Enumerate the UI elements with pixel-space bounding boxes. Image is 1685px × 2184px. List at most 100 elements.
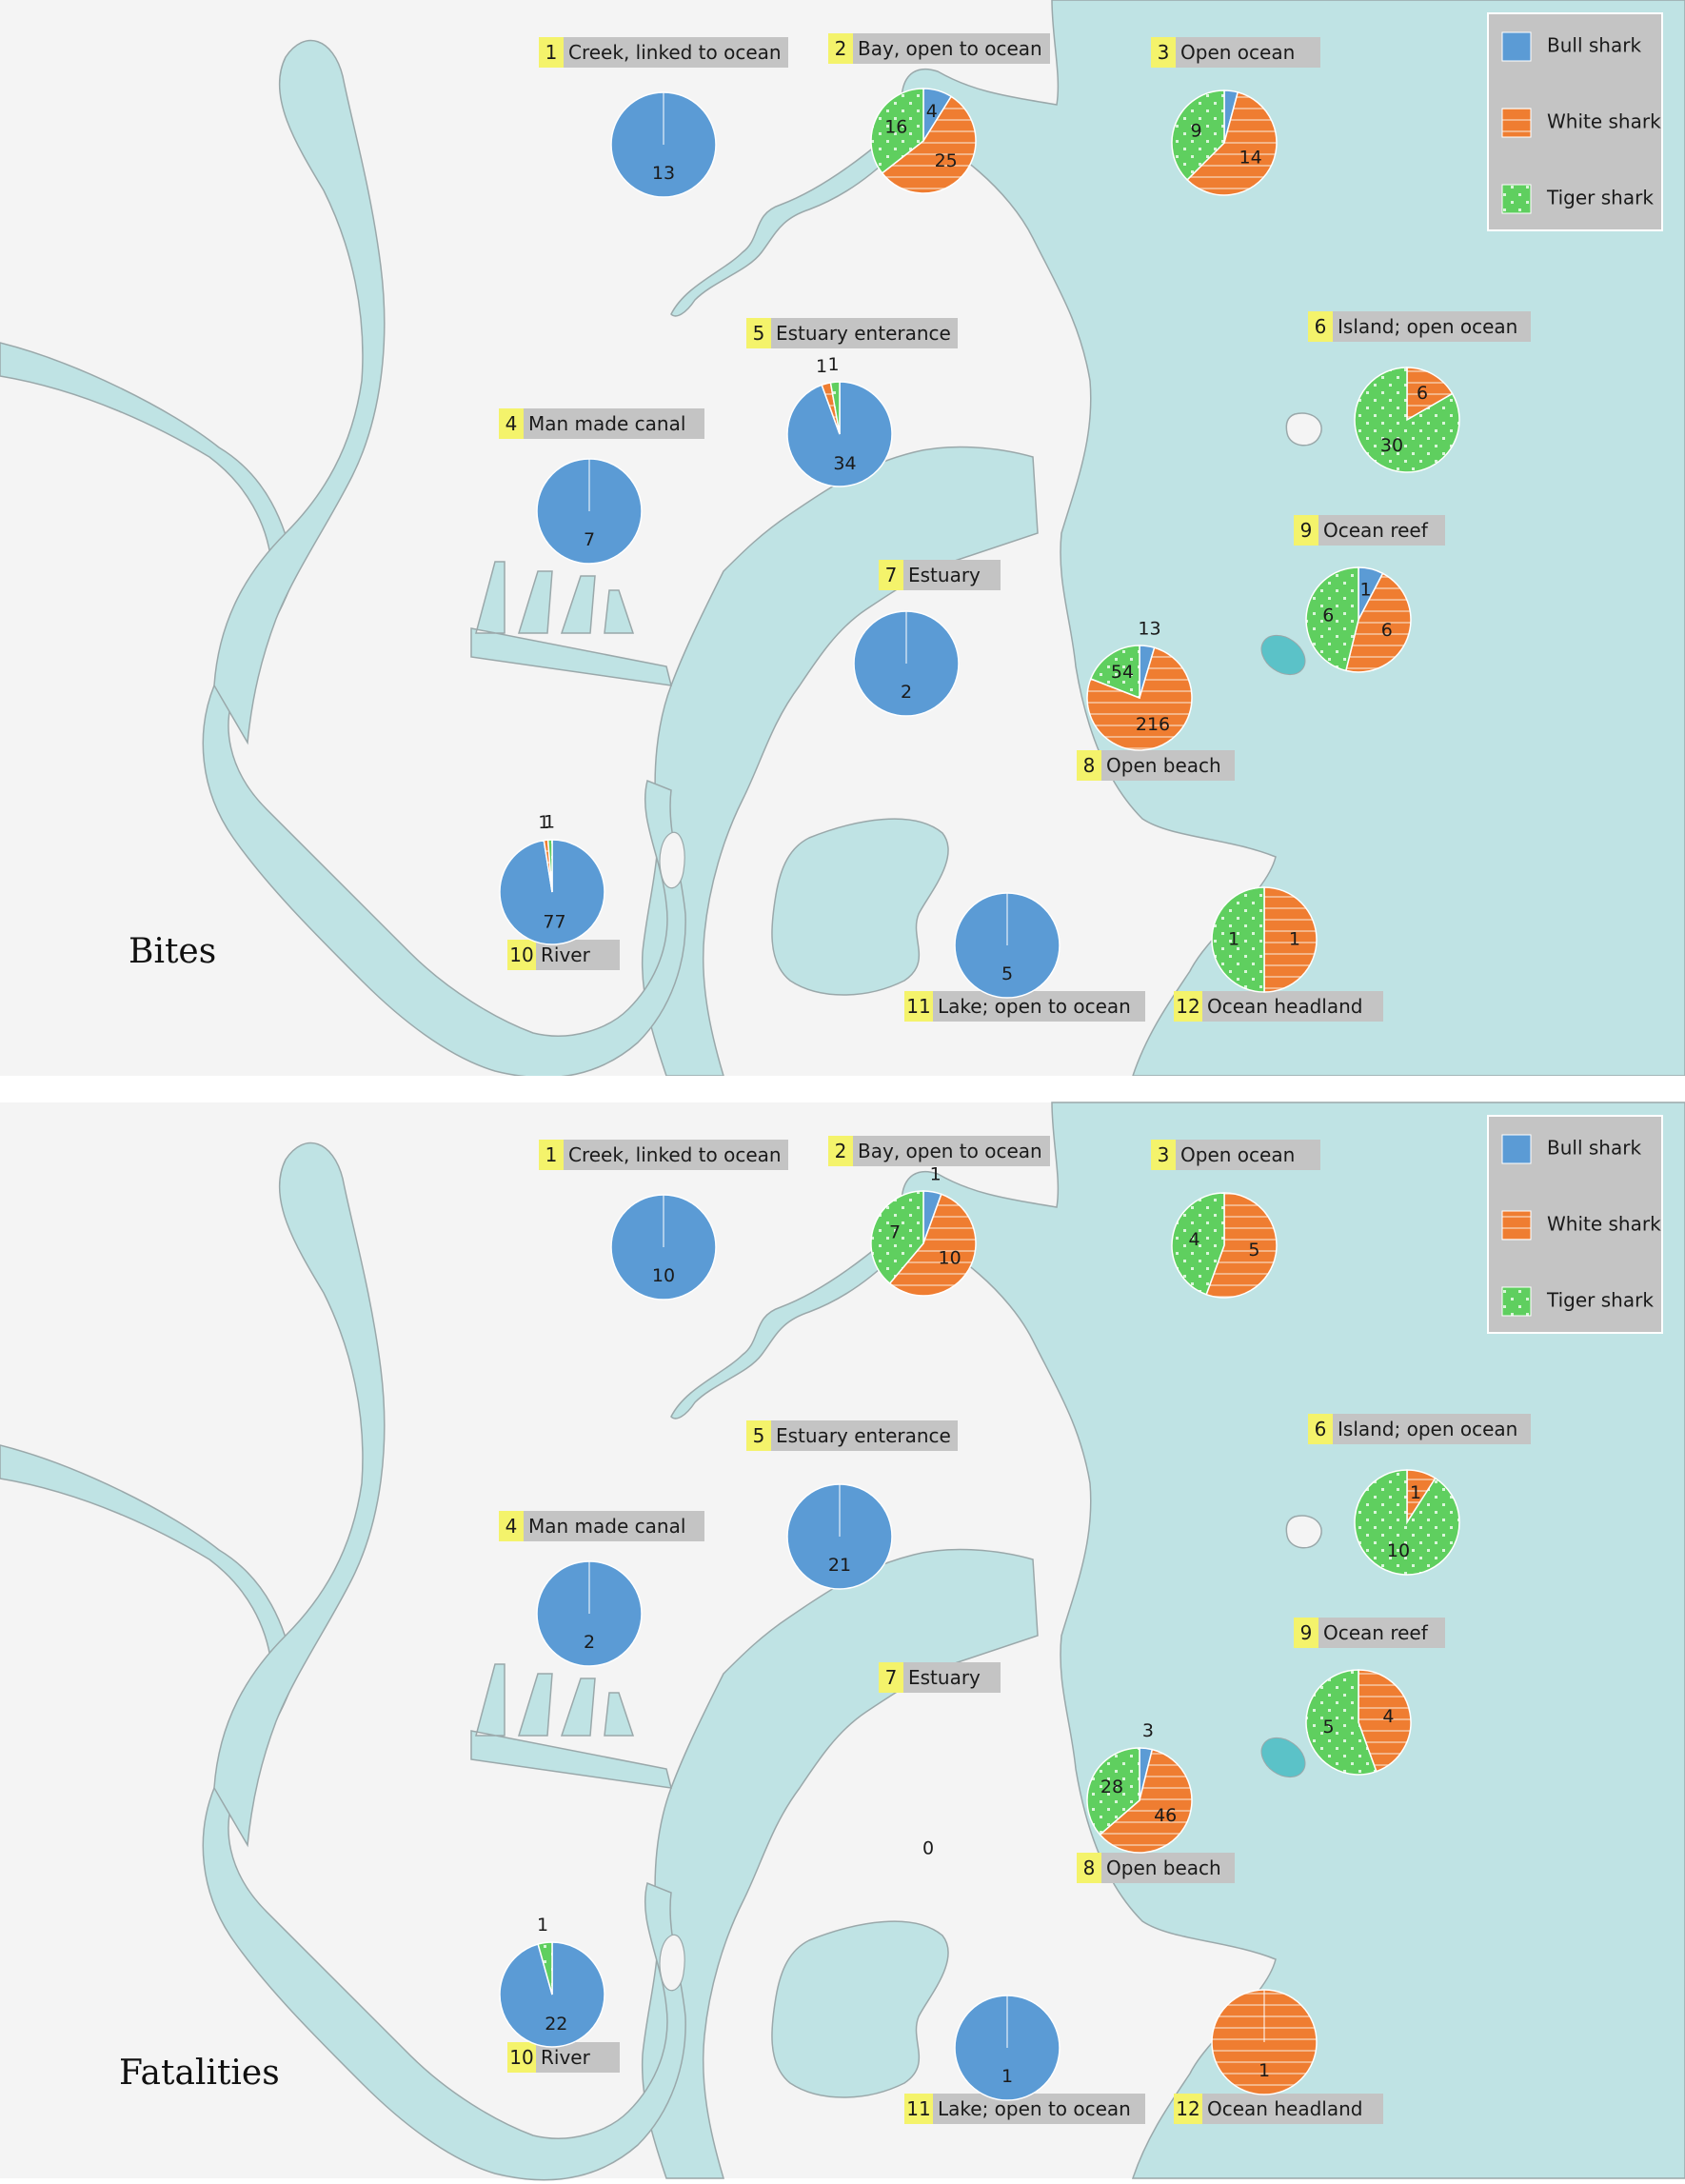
location-name-box	[1101, 750, 1235, 781]
pie-slice-tiger	[1354, 367, 1460, 473]
location-name: Ocean headland	[1207, 995, 1362, 1018]
location-label-2: 2 Bay, open to ocean	[828, 1136, 1050, 1166]
pie-2: 1 10 7	[870, 1164, 977, 1297]
pie-slice-white	[1263, 886, 1318, 993]
fatalities-panel: Fatalities Bull shark White shark Tiger sha…	[119, 1115, 1663, 2124]
pie-4: 7	[536, 458, 643, 565]
pie-value-label-bull: 5	[1001, 963, 1013, 984]
pie-slice-white	[1186, 90, 1278, 196]
pie-slice-white	[1099, 1748, 1193, 1854]
pie-slice-tiger	[537, 1941, 553, 1995]
pie-value-label-bull: 22	[545, 2014, 567, 2035]
location-number: 6	[1315, 315, 1327, 338]
pie-value-label-white: 46	[1154, 1805, 1177, 1826]
pie-value-label-tiger: 1	[1228, 929, 1239, 950]
location-name: Ocean headland	[1207, 2097, 1362, 2120]
pie-3: 14 9	[1171, 89, 1278, 196]
pie-value-label-tiger: 1	[544, 812, 555, 833]
pie-value-label-white: 6	[1417, 383, 1428, 404]
panel-title: Bites	[129, 932, 216, 971]
legend-swatch-tiger	[1501, 1286, 1532, 1317]
location-name: Bay, open to ocean	[858, 1140, 1042, 1162]
location-name: Estuary enterance	[776, 322, 951, 345]
location-label-4: 4 Man made canal	[499, 408, 704, 439]
location-name-box	[853, 33, 1050, 64]
pie-10: 22 1	[499, 1915, 605, 2048]
location-name: Ocean reef	[1323, 519, 1429, 542]
pie-8: 13 216 54	[1086, 618, 1193, 751]
pie-slice-tiger	[1086, 1747, 1140, 1837]
pie-value-label-bull: 3	[1142, 1720, 1154, 1741]
pie-slice-tiger	[829, 381, 841, 435]
legend-label-white: White shark	[1547, 110, 1661, 133]
pie-value-label-tiger: 1	[537, 1915, 548, 1936]
location-name: Open beach	[1106, 754, 1221, 777]
location-number-box	[507, 2042, 536, 2073]
pie-value-label-white: 5	[1248, 1240, 1259, 1261]
location-label-7: 7 Estuary	[879, 1662, 1001, 1693]
location-number-box	[879, 1662, 903, 1693]
location-label-6: 6 Island; open ocean	[1308, 311, 1531, 342]
location-name: Creek, linked to ocean	[568, 1143, 782, 1166]
location-number-box	[746, 1420, 771, 1451]
legend: Bull shark White shark Tiger shark	[1487, 1115, 1663, 1334]
location-number: 7	[885, 564, 898, 586]
pie-value-label-tiger: 1	[828, 354, 840, 375]
location-number: 12	[1176, 2097, 1199, 2120]
pie-10: 77 11	[499, 812, 605, 945]
location-name-box	[903, 1662, 1001, 1693]
pie-value-label-bull: 1	[1360, 580, 1372, 601]
location-number: 8	[1083, 754, 1096, 777]
pie-7: 0	[922, 1838, 934, 1859]
location-name: Estuary	[908, 564, 981, 586]
legend-label-bull: Bull shark	[1547, 1137, 1641, 1160]
pie-value-label-tiger: 7	[889, 1222, 901, 1243]
location-label-6: 6 Island; open ocean	[1308, 1414, 1531, 1444]
location-name: Man made canal	[528, 412, 685, 435]
location-name-box	[1176, 1140, 1320, 1170]
panel-divider	[0, 1076, 1685, 1101]
location-name: Island; open ocean	[1338, 1418, 1517, 1440]
location-number-box	[879, 560, 903, 590]
pie-1: 13	[610, 91, 717, 198]
pie-value-label-bull: 21	[828, 1555, 851, 1576]
pie-value-label-bull: 7	[584, 529, 595, 550]
pie-value-label-white: 1	[1289, 929, 1300, 950]
location-number-box	[1151, 1140, 1176, 1170]
legend: Bull shark White shark Tiger shark	[1487, 12, 1663, 231]
location-number: 11	[906, 995, 930, 1018]
pie-slice-white	[1205, 1192, 1278, 1299]
location-label-8: 8 Open beach	[1077, 750, 1235, 781]
location-name: Estuary enterance	[776, 1424, 951, 1447]
pie-11: 1	[954, 1995, 1061, 2101]
location-name: River	[541, 2046, 591, 2069]
location-number-box	[1174, 2094, 1202, 2124]
pie-slice-tiger	[546, 839, 553, 893]
pie-slice-white	[881, 95, 977, 194]
location-number-box	[499, 408, 524, 439]
location-number: 12	[1176, 995, 1199, 1018]
pie-value-label-white: 6	[1381, 620, 1393, 641]
location-number-box	[1308, 311, 1333, 342]
location-name: Man made canal	[528, 1515, 685, 1538]
location-name: Bay, open to ocean	[858, 37, 1042, 60]
pie-slice-tiger	[870, 88, 924, 174]
pie-slice-tiger	[1171, 1192, 1225, 1296]
pie-value-label-tiger: 5	[1323, 1717, 1335, 1737]
pie-5: 21	[786, 1483, 893, 1590]
location-label-3: 3 Open ocean	[1151, 37, 1320, 68]
location-label-12: 12 Ocean headland	[1174, 991, 1383, 1022]
location-number: 1	[545, 41, 558, 64]
pie-slice-white	[1406, 367, 1454, 422]
legend-swatch-bull	[1501, 31, 1532, 62]
pie-slice-tiger	[1305, 1669, 1378, 1776]
location-name-box	[1318, 515, 1445, 546]
location-number-box	[499, 1511, 524, 1541]
location-label-11: 11 Lake; open to ocean	[904, 991, 1145, 1022]
location-name-box	[771, 1420, 958, 1451]
location-number-box	[828, 1136, 853, 1166]
legend-label-tiger: Tiger shark	[1546, 1289, 1654, 1312]
location-number: 10	[509, 2046, 533, 2069]
location-name-box	[1176, 37, 1320, 68]
